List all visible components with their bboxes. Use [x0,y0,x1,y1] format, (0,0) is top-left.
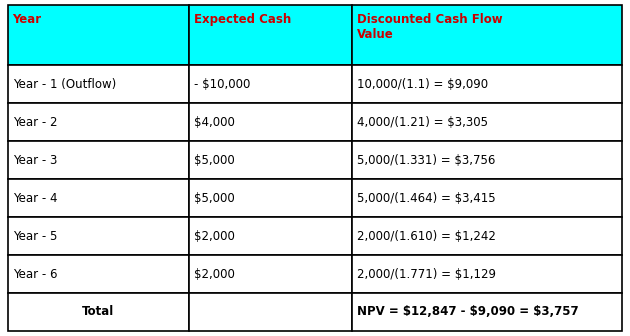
Text: 4,000/(1.21) = $3,305: 4,000/(1.21) = $3,305 [357,116,488,129]
Text: Year - 2: Year - 2 [13,116,57,129]
Bar [8,217,189,255]
Text: Total: Total [82,305,115,319]
Text: $5,000: $5,000 [194,192,235,205]
Bar [8,103,189,141]
Text: Year - 5: Year - 5 [13,229,57,243]
Bar [352,103,622,141]
Bar [8,5,189,65]
Text: Year - 4: Year - 4 [13,192,57,205]
Text: $5,000: $5,000 [194,154,235,167]
Bar [189,65,352,103]
Text: Year - 3: Year - 3 [13,154,57,167]
Text: - $10,000: - $10,000 [194,78,250,91]
Text: 10,000/(1.1) = $9,090: 10,000/(1.1) = $9,090 [357,78,488,91]
Text: 5,000/(1.331) = $3,756: 5,000/(1.331) = $3,756 [357,154,495,167]
Bar [189,141,352,179]
Text: Year - 1 (Outflow): Year - 1 (Outflow) [13,78,116,91]
Bar [189,103,352,141]
Bar [189,5,352,65]
Text: Expected Cash: Expected Cash [194,13,291,27]
Text: Year - 6: Year - 6 [13,267,57,281]
Text: Year: Year [13,13,42,27]
Bar [189,179,352,217]
Bar [352,65,622,103]
Bar [8,293,189,331]
Bar [352,141,622,179]
Text: $4,000: $4,000 [194,116,235,129]
Text: $2,000: $2,000 [194,267,235,281]
Text: 2,000/(1.610) = $1,242: 2,000/(1.610) = $1,242 [357,229,496,243]
Bar [352,179,622,217]
Text: Discounted Cash Flow
Value: Discounted Cash Flow Value [357,13,503,41]
Text: $2,000: $2,000 [194,229,235,243]
Bar [8,65,189,103]
Bar [352,293,622,331]
Bar [8,179,189,217]
Text: 5,000/(1.464) = $3,415: 5,000/(1.464) = $3,415 [357,192,496,205]
Bar [8,141,189,179]
Bar [8,255,189,293]
Bar [189,255,352,293]
Bar [189,217,352,255]
Bar [352,255,622,293]
Text: 2,000/(1.771) = $1,129: 2,000/(1.771) = $1,129 [357,267,496,281]
Bar [352,217,622,255]
Text: NPV = $12,847 - $9,090 = $3,757: NPV = $12,847 - $9,090 = $3,757 [357,305,578,319]
Bar [352,5,622,65]
Bar [189,293,352,331]
